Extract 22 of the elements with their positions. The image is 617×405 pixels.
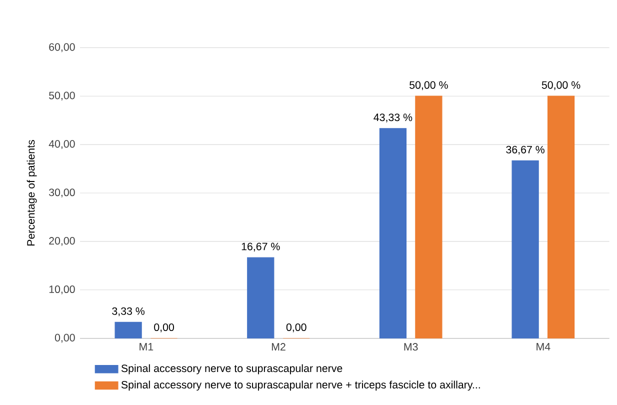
- data-label: 16,67 %: [242, 242, 280, 252]
- y-tick-label: 30,00: [49, 188, 75, 198]
- legend-label: Spinal accessory nerve to suprascapular nerve: [121, 364, 342, 374]
- x-tick-label: M1: [140, 343, 154, 350]
- y-tick-label: 40,00: [48, 140, 75, 149]
- data-label: 36,67 %: [506, 146, 544, 155]
- legend-label: Spinal accessory nerve to suprascapular nerve + triceps fascicle to axillary...: [121, 380, 480, 391]
- data-label: 50,00 %: [410, 81, 448, 90]
- x-tick-label: M3: [404, 343, 418, 351]
- y-tick-label: 0,00: [54, 334, 75, 343]
- y-axis-title: Percentage of patients: [26, 140, 37, 246]
- x-tick-label: M4: [536, 343, 550, 350]
- x-tick-label: M2: [272, 343, 286, 350]
- y-tick-label: 60,00: [49, 43, 75, 52]
- data-label: 0,00: [154, 323, 174, 332]
- y-tick-label: 50,00: [49, 92, 75, 101]
- y-tick-label: 20,00: [49, 237, 75, 246]
- data-label: 0,00: [286, 323, 306, 332]
- data-label: 43,33 %: [374, 114, 412, 122]
- data-label: 50,00 %: [542, 81, 580, 90]
- y-tick-label: 10,00: [49, 285, 75, 294]
- data-label: 3,33 %: [112, 307, 145, 316]
